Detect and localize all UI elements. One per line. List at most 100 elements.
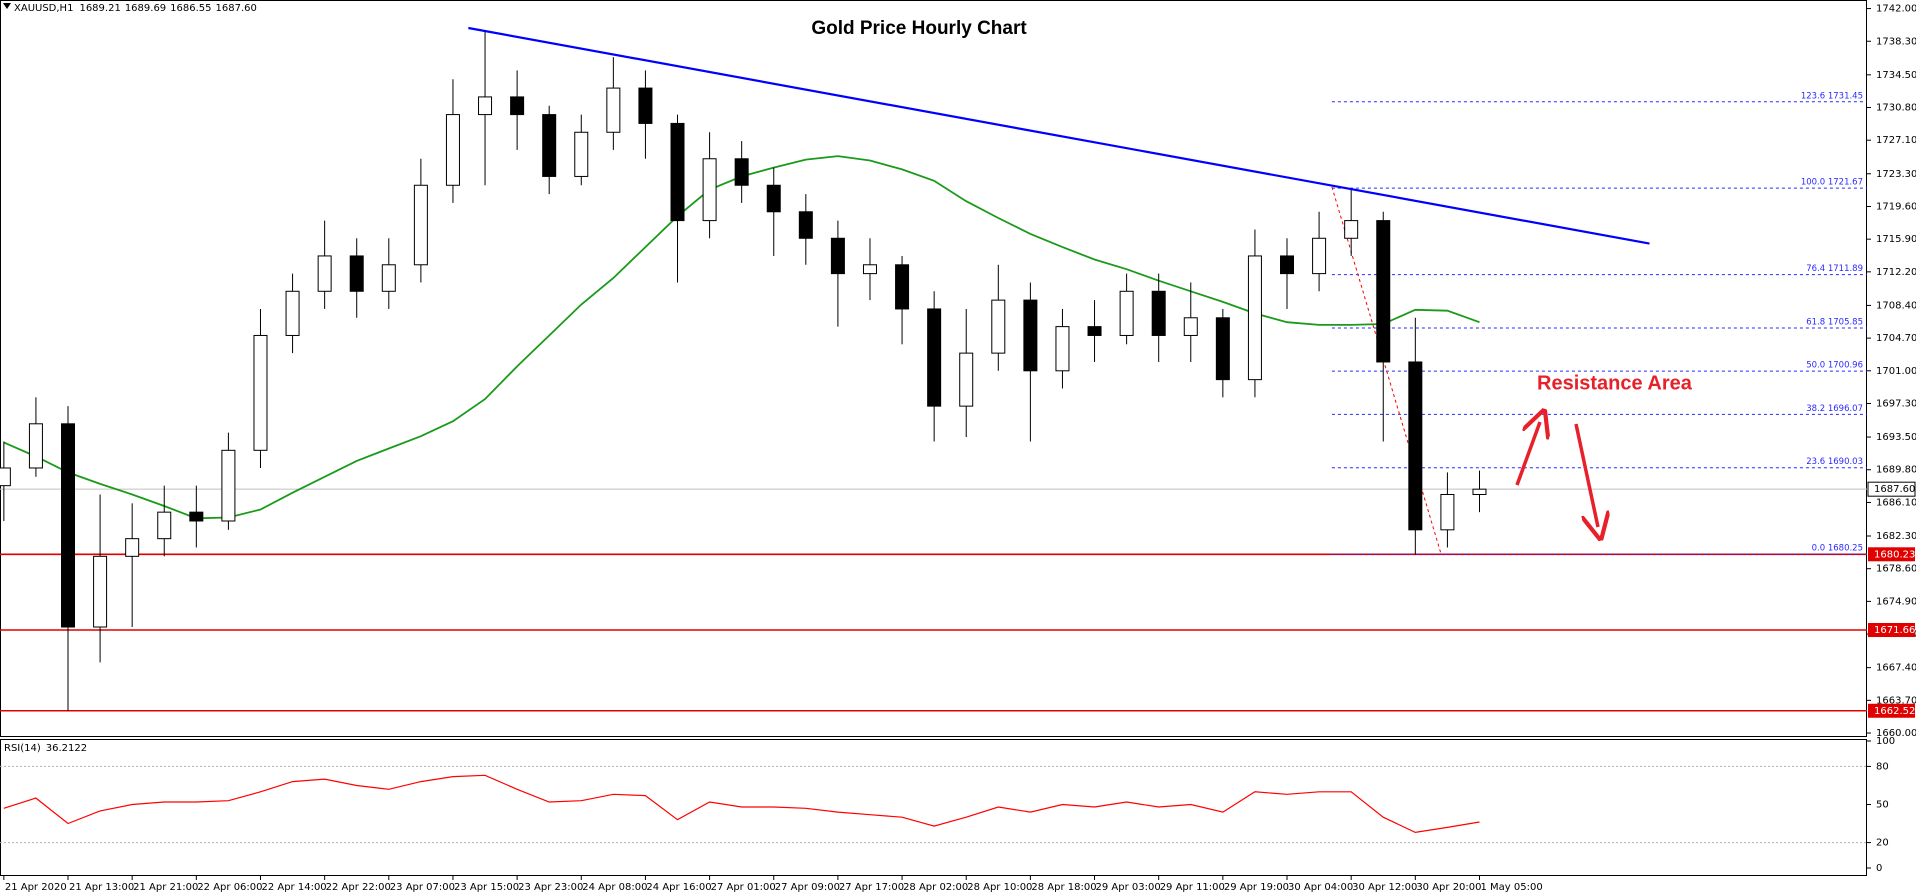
x-tick-label: 28 Apr 10:00 [967, 882, 1032, 893]
support-label: 1662.52 [1874, 706, 1915, 717]
candle-body [189, 511, 204, 522]
x-tick-label: 22 Apr 22:00 [326, 882, 391, 893]
candle-body [1087, 326, 1102, 336]
candle-body [959, 352, 974, 407]
candle-body [349, 255, 364, 292]
current-price-box [1867, 481, 1916, 497]
candle-body [1151, 290, 1166, 336]
x-tick-label: 27 Apr 09:00 [775, 882, 840, 893]
y-tick-label: 1742.00 [1876, 4, 1916, 15]
candle-body [542, 114, 557, 177]
last-low: 1686.55 [170, 3, 211, 14]
fib-label: 76.4 1711.89 [1806, 264, 1863, 274]
last-open: 1689.21 [79, 3, 120, 14]
candle-body [862, 264, 877, 275]
candle-body [445, 114, 460, 186]
candle-body [1215, 317, 1230, 381]
y-tick-label: 1660.00 [1876, 728, 1916, 739]
support-label: 1671.66 [1874, 625, 1915, 636]
rsi-frame [0, 739, 1867, 876]
x-tick-label: 21 Apr 2020 [5, 882, 67, 893]
x-tick-label: 1 May 05:00 [1480, 882, 1542, 893]
last-close: 1687.60 [216, 3, 257, 14]
chart-title: Gold Price Hourly Chart [811, 18, 1027, 39]
y-tick-label: 1686.10 [1876, 497, 1916, 508]
x-tick-label: 27 Apr 01:00 [711, 882, 776, 893]
fib-label: 38.2 1696.07 [1806, 404, 1863, 414]
x-tick-label: 27 Apr 17:00 [839, 882, 904, 893]
candle-body [574, 131, 589, 177]
y-tick-label: 1701.00 [1876, 366, 1916, 377]
candle-body [61, 423, 76, 628]
fib-label: 100.0 1721.67 [1801, 178, 1863, 188]
y-tick-label: 100 [1876, 736, 1895, 747]
candle-body [927, 308, 942, 407]
y-tick-label: 1723.30 [1876, 169, 1916, 180]
candle-body [638, 87, 653, 124]
candle-body [734, 158, 749, 186]
candle-body [285, 290, 300, 336]
y-tick-label: 1715.90 [1876, 234, 1916, 245]
candle-body [93, 555, 108, 628]
symbol: XAUUSD,H1 [14, 3, 73, 14]
y-tick-label: 1730.80 [1876, 103, 1916, 114]
fib-label: 0.0 1680.25 [1812, 544, 1863, 554]
y-tick-label: 80 [1876, 761, 1889, 772]
x-tick-label: 21 Apr 13:00 [69, 882, 134, 893]
y-tick-label: 1704.70 [1876, 333, 1916, 344]
candle-body [1055, 326, 1070, 372]
x-tick-label: 23 Apr 07:00 [390, 882, 455, 893]
y-tick-label: 1708.40 [1876, 300, 1916, 311]
candle-body [991, 299, 1006, 354]
x-tick-label: 22 Apr 14:00 [261, 882, 326, 893]
candle-body [830, 237, 845, 275]
x-tick-label: 29 Apr 19:00 [1224, 882, 1289, 893]
x-tick-label: 21 Apr 21:00 [133, 882, 198, 893]
main-frame [0, 0, 1867, 737]
x-tick-label: 23 Apr 23:00 [518, 882, 583, 893]
candle-body [670, 122, 685, 222]
y-tick-label: 1719.60 [1876, 201, 1916, 212]
y-tick-label: 1678.60 [1876, 564, 1916, 575]
rsi-value: 36.2122 [46, 743, 87, 754]
y-tick-label: 1674.90 [1876, 596, 1916, 607]
candle-body [381, 264, 396, 292]
x-tick-label: 29 Apr 11:00 [1160, 882, 1225, 893]
support-box [1868, 703, 1915, 718]
candle-body [895, 264, 910, 310]
rsi-title: RSI(14) [4, 743, 41, 754]
x-tick-label: 24 Apr 08:00 [582, 882, 647, 893]
candle-body [702, 158, 717, 222]
rsi-header: RSI(14) 36.2122 [4, 743, 87, 754]
y-tick-label: 1738.30 [1876, 36, 1916, 47]
candle-body [1408, 361, 1423, 531]
y-tick-label: 50 [1876, 800, 1889, 811]
fib-label: 61.8 1705.85 [1806, 317, 1863, 327]
candle-body [1280, 255, 1295, 275]
y-tick-label: 1667.40 [1876, 663, 1916, 674]
x-tick-label: 28 Apr 18:00 [1031, 882, 1096, 893]
candle-body [413, 184, 428, 266]
x-tick-label: 28 Apr 02:00 [903, 882, 968, 893]
x-tick-label: 29 Apr 03:00 [1096, 882, 1161, 893]
candle-body [606, 87, 621, 133]
last-high: 1689.69 [125, 3, 166, 14]
y-tick-label: 1697.30 [1876, 398, 1916, 409]
candle-body [1023, 299, 1038, 372]
candle-body [125, 538, 140, 557]
x-tick-label: 22 Apr 06:00 [197, 882, 262, 893]
candle-body [510, 96, 525, 116]
y-tick-label: 1712.20 [1876, 267, 1916, 278]
arrow-down [1574, 423, 1598, 527]
candle-body [317, 255, 332, 292]
fib-label: 50.0 1700.96 [1806, 361, 1863, 371]
candle-body [1312, 237, 1327, 275]
candle-body [221, 449, 236, 522]
candle-body [0, 467, 11, 487]
y-tick-label: 1689.80 [1876, 465, 1916, 476]
candle-body [1344, 220, 1359, 239]
candle-body [28, 423, 43, 469]
x-tick-label: 30 Apr 20:00 [1416, 882, 1481, 893]
symbol-marker [3, 3, 11, 9]
